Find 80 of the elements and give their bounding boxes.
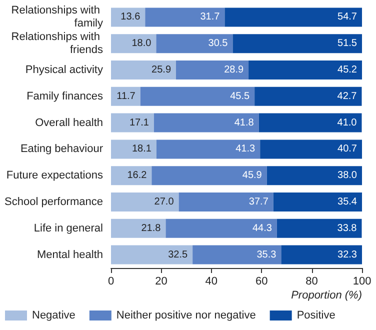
bar: [154, 113, 259, 132]
bar: [111, 245, 193, 264]
bar: [111, 8, 146, 27]
bar: [111, 192, 179, 212]
x-tick-label: 100: [352, 276, 372, 288]
bar: [111, 140, 156, 159]
bar: [152, 166, 267, 186]
data-label: 32.3: [338, 249, 358, 260]
data-label: 28.9: [224, 64, 244, 76]
x-tick-label: 0: [108, 276, 114, 288]
x-tick-label: 20: [155, 276, 168, 288]
data-label: 38.0: [338, 170, 358, 182]
data-label: 45.2: [338, 64, 358, 76]
bar: [111, 166, 152, 186]
bar: [281, 245, 362, 264]
data-label: 40.7: [338, 144, 358, 155]
data-label: 31.7: [200, 12, 220, 23]
bar: [166, 218, 277, 238]
data-label: 33.8: [337, 222, 358, 234]
data-label: 45.9: [242, 170, 262, 182]
bar: [232, 34, 362, 54]
y-tick-label: Mental health: [36, 248, 103, 261]
data-label: 21.8: [141, 222, 162, 234]
y-tick-label: Future expectations: [6, 170, 104, 182]
data-label: 13.6: [120, 12, 141, 23]
x-tick-label: 80: [306, 276, 318, 288]
bar: [156, 140, 260, 159]
bar: [260, 140, 362, 159]
x-axis-title: Proportion (%): [291, 290, 362, 302]
bar: [111, 113, 154, 132]
data-label: 35.3: [256, 249, 277, 260]
bar: [156, 34, 233, 54]
data-label: 44.3: [252, 222, 272, 234]
y-tick-label: Overall health: [35, 116, 103, 129]
data-label: 27.0: [154, 196, 174, 208]
bar: [111, 34, 156, 54]
y-tick-label: School performance: [4, 196, 103, 208]
bar: [176, 60, 249, 80]
legend-label: Positive: [296, 310, 336, 322]
bar: [111, 60, 176, 80]
bar: [266, 166, 362, 186]
data-label: 32.5: [168, 249, 188, 260]
bar: [178, 192, 274, 212]
bar: [140, 86, 255, 106]
data-label: 41.8: [234, 117, 254, 128]
data-label: 42.7: [337, 90, 358, 102]
data-label: 54.7: [338, 12, 358, 23]
bar: [192, 245, 282, 264]
bar: [111, 86, 140, 106]
bar: [248, 60, 362, 80]
data-label: 18.1: [132, 144, 152, 155]
bar: [258, 113, 362, 132]
x-tick-label: 40: [205, 276, 218, 288]
data-label: 30.5: [208, 38, 228, 50]
data-label: 41.3: [236, 144, 256, 155]
data-label: 11.7: [116, 90, 136, 102]
x-tick-label: 60: [255, 276, 268, 288]
y-tick-label: Physical activity: [25, 64, 104, 76]
legend-label: Negative: [32, 310, 76, 322]
data-label: 37.7: [248, 196, 269, 208]
y-tick-label: Family finances: [26, 90, 104, 102]
bar: [273, 192, 362, 212]
bar: [254, 86, 362, 106]
y-tick-label: Life in general: [34, 222, 103, 234]
data-label: 41.0: [337, 117, 358, 128]
data-label: 25.9: [152, 64, 172, 76]
data-label: 16.2: [127, 170, 148, 182]
data-label: 18.0: [132, 38, 152, 50]
legend-label: Neither positive nor negative: [116, 310, 256, 322]
bar: [145, 8, 225, 27]
y-tick-label: Relationships with friends: [11, 31, 104, 56]
y-tick-label: Eating behaviour: [20, 143, 104, 156]
y-tick-label: Relationships with family: [11, 4, 104, 30]
data-label: 45.5: [230, 90, 250, 102]
bar: [276, 218, 362, 238]
data-label: 35.4: [338, 196, 358, 208]
data-label: 51.5: [338, 38, 358, 50]
data-label: 17.1: [129, 117, 150, 128]
bar: [111, 218, 166, 238]
bar: [224, 8, 362, 27]
